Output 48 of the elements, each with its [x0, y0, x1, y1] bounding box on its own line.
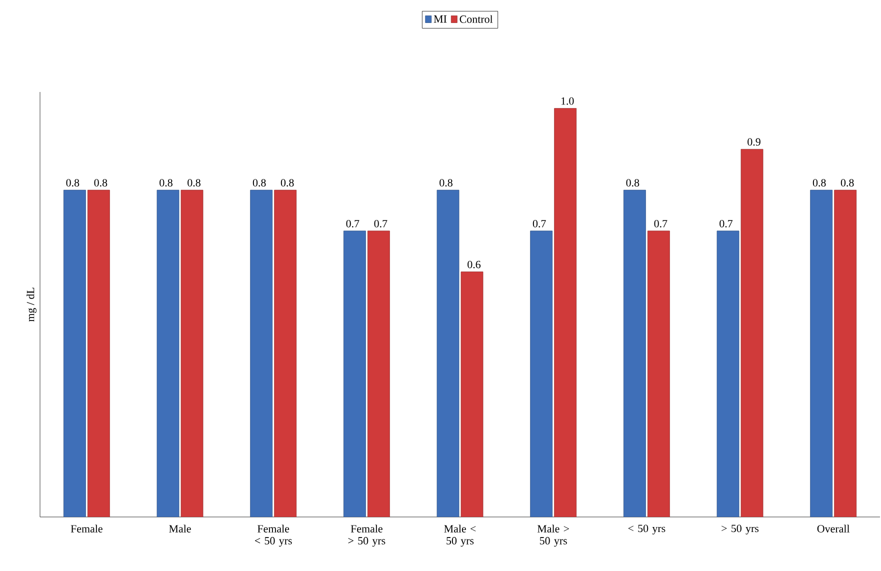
- bar: [623, 190, 646, 517]
- bar: [530, 230, 553, 517]
- data-label: 0.6: [468, 260, 481, 268]
- x-tick-label: < 50 yrs: [628, 524, 666, 534]
- bar: [810, 190, 833, 517]
- data-label: 0.8: [188, 179, 200, 187]
- bar: [156, 190, 180, 517]
- data-label: 0.8: [440, 179, 452, 187]
- bar: [180, 190, 204, 517]
- x-tick-label: Overall: [817, 524, 850, 532]
- data-label: 0.8: [812, 179, 826, 187]
- bar: [250, 190, 273, 517]
- bar: [436, 190, 460, 517]
- x-tick-label: Male: [169, 524, 191, 532]
- legend-label: Control: [460, 15, 493, 23]
- data-label: 0.9: [748, 138, 760, 146]
- x-tick-label: Male > 50 yrs: [537, 524, 569, 547]
- bar: [647, 230, 670, 517]
- y-axis-title: mg / dL: [26, 288, 36, 322]
- data-label: 0.8: [840, 179, 854, 187]
- bar: [367, 230, 390, 517]
- data-label: 0.8: [252, 179, 266, 187]
- bar: [63, 190, 86, 517]
- x-tick-label: Male < 50 yrs: [444, 524, 476, 547]
- bar: [834, 190, 857, 517]
- legend-label: MI: [434, 15, 447, 23]
- data-label: 0.8: [160, 179, 172, 187]
- bar: [716, 230, 740, 517]
- bar: [343, 230, 366, 517]
- data-label: 0.8: [66, 179, 80, 187]
- data-label: 0.7: [720, 220, 733, 228]
- data-label: 0.8: [626, 179, 640, 187]
- data-label: 0.7: [374, 220, 388, 228]
- bar: [740, 148, 764, 517]
- x-tick-label: Female: [70, 524, 102, 532]
- data-label: 0.7: [654, 220, 668, 228]
- x-tick-label: Female < 50 yrs: [254, 524, 292, 547]
- x-tick-label: > 50 yrs: [722, 524, 759, 534]
- bar: [274, 190, 297, 517]
- bar: [460, 272, 484, 517]
- data-label: 1.0: [561, 97, 574, 105]
- bar: [554, 108, 577, 517]
- data-label: 0.7: [532, 220, 546, 228]
- x-tick-label: Female > 50 yrs: [348, 524, 386, 547]
- data-label: 0.8: [94, 179, 108, 187]
- data-label: 0.7: [346, 220, 360, 228]
- data-label: 0.8: [280, 179, 294, 187]
- bar: [87, 190, 110, 517]
